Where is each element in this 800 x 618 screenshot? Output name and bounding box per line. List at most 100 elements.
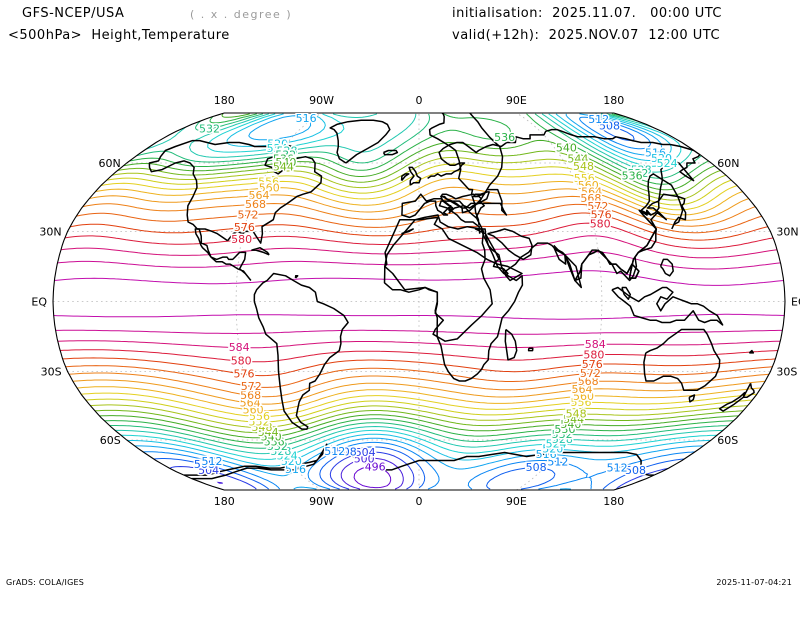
contour-label-halo: 540 bbox=[560, 418, 581, 431]
contour-path bbox=[340, 457, 404, 490]
contour-path bbox=[293, 486, 317, 490]
contour-path bbox=[69, 372, 420, 398]
contour-path bbox=[248, 115, 312, 141]
contour-label-halo: 580 bbox=[231, 355, 252, 368]
axis-label-layer: 180 180 90W 90W 0 0 90E 90E 180 180 60N 60N 30N 30N EQ… bbox=[31, 94, 800, 508]
contour-label: 540 bbox=[261, 431, 282, 444]
contour-label: 584 bbox=[585, 338, 606, 351]
contour-line-512 bbox=[143, 116, 695, 490]
contour-label-halo: 572 bbox=[587, 200, 608, 213]
contour-line-508 bbox=[153, 124, 685, 490]
coastline-path bbox=[383, 214, 524, 382]
coastline-path bbox=[294, 275, 299, 279]
contour-label-halo: 576 bbox=[234, 221, 255, 234]
x-axis-tick-bottom: 180 bbox=[603, 495, 624, 508]
contour-label-layer: 4964965005005045045045045085085085085085… bbox=[192, 113, 679, 479]
contour-label-halo: 568 bbox=[580, 192, 601, 205]
y-axis-tick-left: 60N bbox=[98, 157, 120, 170]
contour-path bbox=[94, 409, 420, 434]
contour-path bbox=[82, 202, 420, 220]
map-border bbox=[52, 112, 786, 491]
coastline-path bbox=[251, 246, 270, 256]
contour-path bbox=[117, 158, 420, 183]
contour-label: 568 bbox=[245, 198, 266, 211]
contour-path bbox=[127, 433, 420, 467]
resolution-label: ( . x . degree ) bbox=[190, 8, 293, 21]
contour-label: 576 bbox=[234, 221, 255, 234]
contour-path bbox=[418, 113, 431, 133]
contour-label: 548 bbox=[573, 160, 594, 173]
contour-label: 532 bbox=[267, 440, 288, 453]
x-axis-tick-top: 180 bbox=[214, 94, 235, 107]
valid-time-label: valid(+12h): 2025.NOV.07 12:00 UTC bbox=[452, 28, 721, 43]
coastline-path bbox=[718, 382, 755, 412]
y-axis-tick-right: 30N bbox=[776, 225, 798, 238]
contour-path bbox=[332, 113, 378, 118]
y-axis-tick-right: 60S bbox=[717, 434, 738, 447]
contour-label: 508 bbox=[625, 464, 646, 477]
contour-label-halo: 572 bbox=[238, 209, 259, 222]
contour-label-halo: 580 bbox=[231, 233, 252, 246]
contour-path bbox=[115, 425, 420, 455]
contour-path bbox=[418, 425, 729, 442]
contour-label: 576 bbox=[591, 208, 612, 221]
contour-label: 520 bbox=[281, 455, 302, 468]
coastline-path bbox=[400, 173, 410, 182]
contour-label: 540 bbox=[560, 418, 581, 431]
contour-path bbox=[89, 194, 420, 213]
contour-label-halo: 540 bbox=[556, 142, 577, 155]
contour-line-584 bbox=[57, 235, 781, 349]
contour-label: 532 bbox=[275, 148, 296, 161]
contour-line-560 bbox=[77, 177, 761, 412]
coastline-path bbox=[382, 149, 399, 156]
contour-path bbox=[221, 113, 250, 118]
contour-label: 568 bbox=[578, 375, 599, 388]
contour-label-halo: 496 bbox=[365, 460, 386, 473]
contour-path bbox=[418, 235, 778, 259]
contour-label: 556 bbox=[258, 176, 279, 189]
contour-label-halo: 536 bbox=[554, 423, 575, 436]
coastline-path bbox=[688, 394, 696, 403]
contour-label: 536 bbox=[273, 153, 294, 166]
contour-label-halo: 528 bbox=[552, 433, 573, 446]
contour-path bbox=[226, 113, 326, 147]
contour-path bbox=[579, 116, 652, 150]
contour-label-halo: 516 bbox=[645, 147, 666, 160]
y-axis-tick-right: EQ bbox=[791, 296, 800, 309]
coastline-path bbox=[659, 258, 674, 277]
contour-label-halo: 508 bbox=[526, 461, 547, 474]
contour-label: 548 bbox=[252, 421, 273, 434]
coastline-layer bbox=[148, 113, 755, 480]
contour-label: 560 bbox=[578, 179, 599, 192]
coastline-path bbox=[504, 328, 518, 361]
contour-path bbox=[418, 195, 756, 227]
contour-label-halo: 568 bbox=[578, 375, 599, 388]
coastline-path bbox=[553, 173, 679, 282]
contour-label: 508 bbox=[336, 446, 357, 459]
render-timestamp: 2025-11-07-04:21 bbox=[716, 578, 792, 587]
x-axis-tick-top: 90W bbox=[309, 94, 334, 107]
contour-label: 540 bbox=[556, 142, 577, 155]
contour-label-halo: 576 bbox=[591, 208, 612, 221]
coastline-path bbox=[611, 286, 724, 326]
contour-path bbox=[62, 357, 420, 377]
contour-path bbox=[85, 398, 420, 423]
contour-path bbox=[615, 467, 669, 490]
contour-path bbox=[143, 451, 281, 490]
contour-label: 556 bbox=[249, 410, 270, 423]
coastline-path bbox=[324, 445, 420, 471]
contour-label-halo: 548 bbox=[566, 408, 587, 421]
contour-label: 536 bbox=[264, 435, 285, 448]
contour-label: 532 bbox=[199, 122, 220, 135]
contour-label: 568 bbox=[240, 389, 261, 402]
contour-label-halo: 548 bbox=[252, 421, 273, 434]
coastline-path bbox=[148, 139, 323, 244]
contour-label: 508 bbox=[599, 119, 620, 132]
contour-label-halo: 560 bbox=[573, 390, 594, 403]
contour-path bbox=[418, 170, 738, 211]
contour-label: 580 bbox=[231, 355, 252, 368]
contour-label-halo: 508 bbox=[625, 464, 646, 477]
contour-label-halo: 580 bbox=[583, 348, 604, 361]
contour-label-halo: 512 bbox=[547, 455, 568, 468]
graticule-meridian bbox=[516, 112, 603, 491]
